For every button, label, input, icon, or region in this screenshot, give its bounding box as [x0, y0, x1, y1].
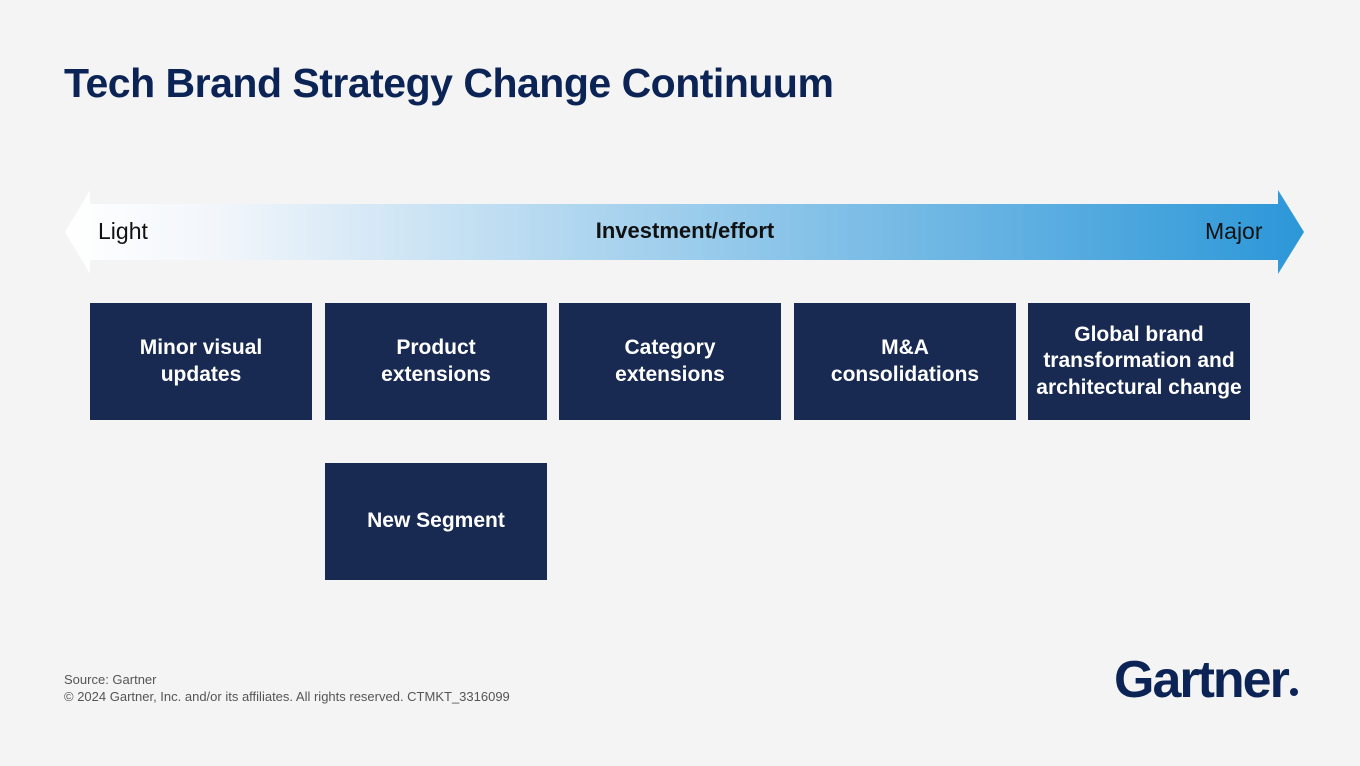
logo-dot [1289, 688, 1298, 696]
box-line: extensions [381, 362, 491, 386]
box-line: Minor visual [139, 336, 263, 359]
box-line: Product [396, 336, 476, 359]
box-line: architectural change [1036, 375, 1242, 399]
box-line: extensions [615, 362, 725, 386]
box: M&A consolidations [794, 303, 1016, 420]
box-line: transformation and [1043, 349, 1235, 373]
source: Source: Gartner [64, 672, 157, 687]
box-line: consolidations [830, 362, 980, 386]
box: New Segment [325, 463, 547, 580]
box-line: M&A [881, 336, 929, 359]
scale-center-label: Investment/effort [595, 218, 775, 243]
scale-right-label: Major [1205, 218, 1263, 244]
box-line: Global brand [1074, 322, 1204, 346]
box-line: New Segment [367, 509, 505, 533]
logo: Gartner [1114, 650, 1299, 710]
box: Global brand transformation and architectu… [1028, 303, 1250, 420]
box-line: updates [160, 362, 242, 386]
box: Minor visual updates [90, 303, 312, 420]
box: Category extensions [559, 303, 781, 420]
box-line: Category [624, 336, 716, 359]
copyright: © 2024 Gartner, Inc. and/or its affiliat… [64, 689, 510, 704]
continuum-arrow [65, 190, 1304, 274]
title: Tech Brand Strategy Change Continuum [64, 60, 834, 106]
box: Product extensions [325, 303, 547, 420]
scale-left-label: Light [98, 218, 148, 244]
logo-text: Gartner [1114, 651, 1290, 709]
